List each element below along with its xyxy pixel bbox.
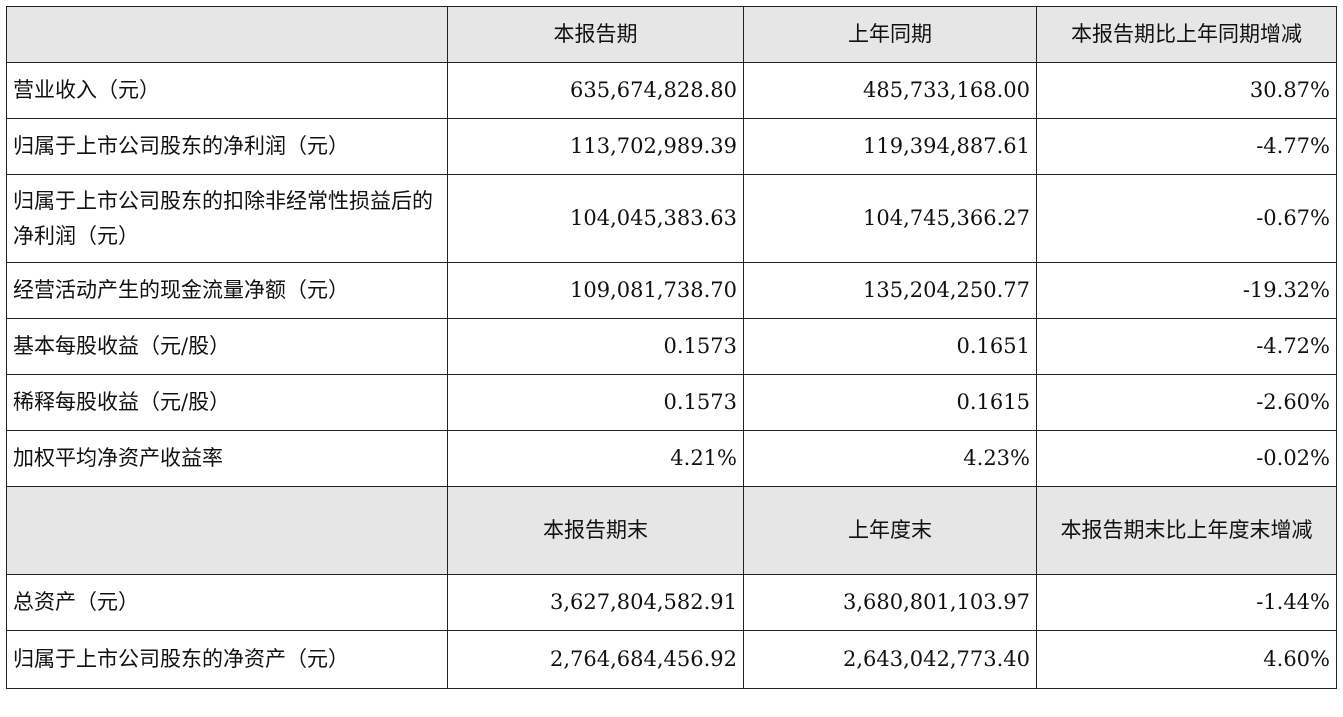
- row-label: 归属于上市公司股东的净资产（元）: [6, 630, 448, 689]
- table-header-row: 本报告期 上年同期 本报告期比上年同期增减: [6, 6, 1337, 63]
- prior-value: 0.1651: [743, 318, 1037, 375]
- current-value: 2,764,684,456.92: [447, 630, 744, 689]
- prior-value: 485,733,168.00: [743, 62, 1037, 119]
- row-label: 加权平均净资产收益率: [6, 430, 448, 487]
- table-row: 基本每股收益（元/股） 0.1573 0.1651 -4.72%: [6, 318, 1337, 375]
- header-current-period: 本报告期: [447, 6, 744, 63]
- prior-value: 4.23%: [743, 430, 1037, 487]
- prior-value: 104,745,366.27: [743, 174, 1037, 263]
- financial-summary-table: 本报告期 上年同期 本报告期比上年同期增减 营业收入（元） 635,674,82…: [6, 6, 1337, 689]
- current-value: 109,081,738.70: [447, 262, 744, 319]
- row-label: 营业收入（元）: [6, 62, 448, 119]
- prior-value: 3,680,801,103.97: [743, 574, 1037, 631]
- table-header-row: 本报告期末 上年度末 本报告期末比上年度末增减: [6, 486, 1337, 575]
- current-value: 635,674,828.80: [447, 62, 744, 119]
- change-value: -1.44%: [1036, 574, 1337, 631]
- prior-value: 119,394,887.61: [743, 118, 1037, 175]
- row-label: 稀释每股收益（元/股）: [6, 374, 448, 431]
- current-value: 4.21%: [447, 430, 744, 487]
- table-row: 归属于上市公司股东的扣除非经常性损益后的净利润（元） 104,045,383.6…: [6, 174, 1337, 263]
- table-row: 归属于上市公司股东的净资产（元） 2,764,684,456.92 2,643,…: [6, 630, 1337, 689]
- table-row: 归属于上市公司股东的净利润（元） 113,702,989.39 119,394,…: [6, 118, 1337, 175]
- prior-value: 135,204,250.77: [743, 262, 1037, 319]
- header-period-end: 本报告期末: [447, 486, 744, 575]
- header-change-since-year-end: 本报告期末比上年度末增减: [1036, 486, 1337, 575]
- current-value: 3,627,804,582.91: [447, 574, 744, 631]
- row-label: 归属于上市公司股东的扣除非经常性损益后的净利润（元）: [6, 174, 448, 263]
- header-cell-blank: [6, 6, 448, 63]
- table-row: 经营活动产生的现金流量净额（元） 109,081,738.70 135,204,…: [6, 262, 1337, 319]
- row-label: 基本每股收益（元/股）: [6, 318, 448, 375]
- row-label: 总资产（元）: [6, 574, 448, 631]
- change-value: -2.60%: [1036, 374, 1337, 431]
- header-cell-blank: [6, 486, 448, 575]
- change-value: -0.67%: [1036, 174, 1337, 263]
- change-value: 4.60%: [1036, 630, 1337, 689]
- current-value: 0.1573: [447, 318, 744, 375]
- table-row: 加权平均净资产收益率 4.21% 4.23% -0.02%: [6, 430, 1337, 487]
- header-prior-year-end: 上年度末: [743, 486, 1037, 575]
- change-value: -4.77%: [1036, 118, 1337, 175]
- table-row: 总资产（元） 3,627,804,582.91 3,680,801,103.97…: [6, 574, 1337, 631]
- change-value: -4.72%: [1036, 318, 1337, 375]
- current-value: 113,702,989.39: [447, 118, 744, 175]
- table-row: 营业收入（元） 635,674,828.80 485,733,168.00 30…: [6, 62, 1337, 119]
- prior-value: 0.1615: [743, 374, 1037, 431]
- change-value: -0.02%: [1036, 430, 1337, 487]
- header-prior-period: 上年同期: [743, 6, 1037, 63]
- header-change: 本报告期比上年同期增减: [1036, 6, 1337, 63]
- change-value: 30.87%: [1036, 62, 1337, 119]
- current-value: 0.1573: [447, 374, 744, 431]
- table-row: 稀释每股收益（元/股） 0.1573 0.1615 -2.60%: [6, 374, 1337, 431]
- row-label: 归属于上市公司股东的净利润（元）: [6, 118, 448, 175]
- change-value: -19.32%: [1036, 262, 1337, 319]
- current-value: 104,045,383.63: [447, 174, 744, 263]
- prior-value: 2,643,042,773.40: [743, 630, 1037, 689]
- row-label: 经营活动产生的现金流量净额（元）: [6, 262, 448, 319]
